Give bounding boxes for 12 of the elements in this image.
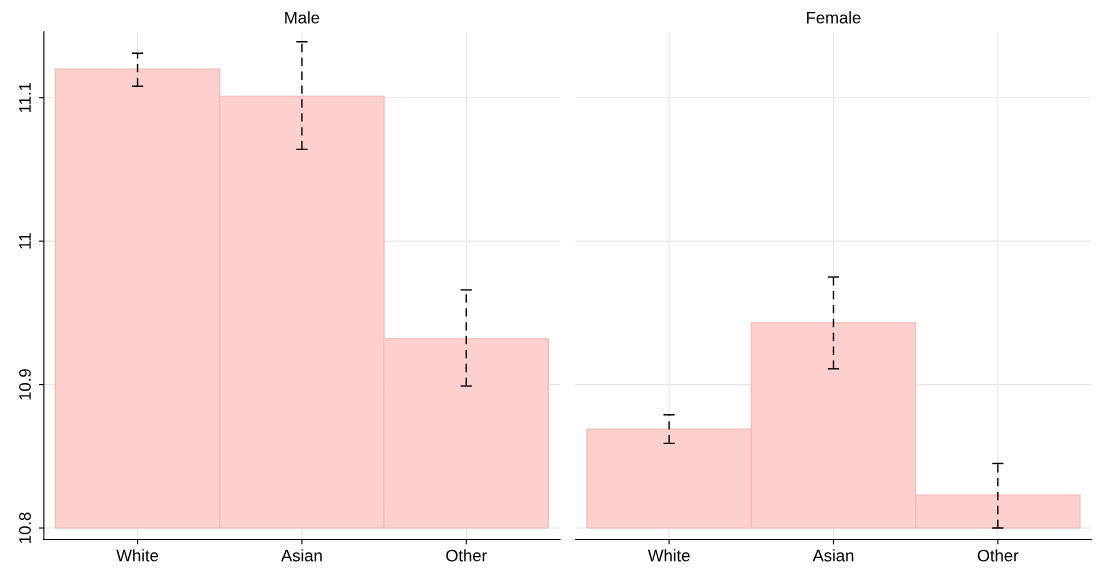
y-tick-label: 11 [19,233,31,249]
chart-title: Male [285,11,320,24]
x-tick-label: Other [977,549,1019,562]
x-tick-label: Asian [812,549,854,562]
y-tick-label: 11.1 [19,82,31,113]
x-tick-label: Other [446,549,487,562]
chart-title: Female [807,11,861,24]
x-tick-label: White [647,549,690,562]
y-tick-label: 10.9 [19,369,31,400]
y-tick-label: 10.8 [19,512,31,543]
x-tick-label: Asian [281,549,322,562]
x-tick-label: White [116,549,159,562]
